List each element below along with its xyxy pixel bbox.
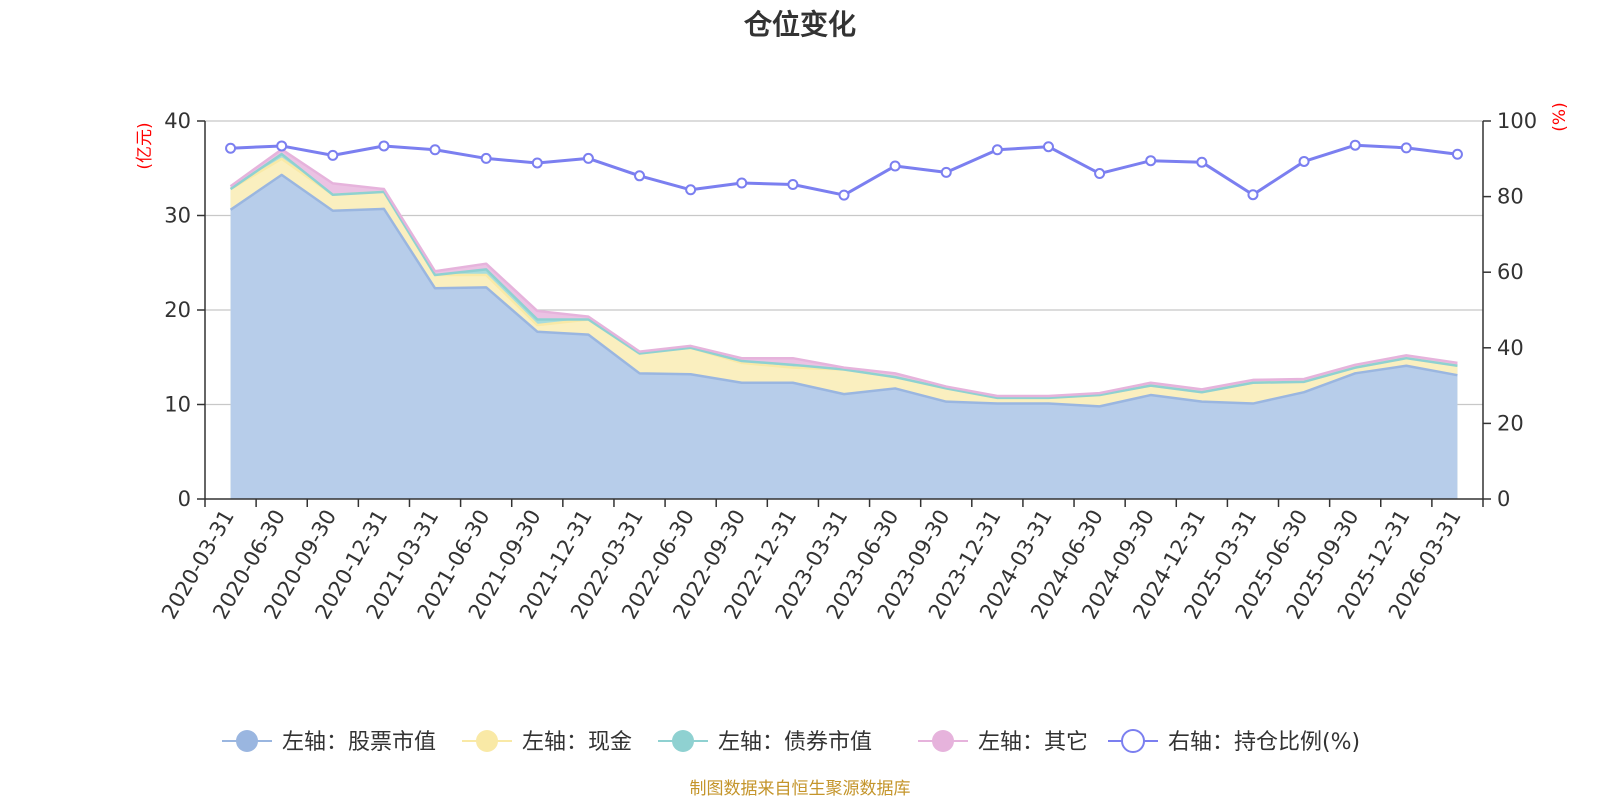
area-line: [229, 152, 1458, 400]
right-tick-label: 100: [1497, 109, 1537, 133]
right-tick-label: 0: [1497, 487, 1510, 511]
area-line: [229, 173, 1458, 408]
ratio-line: [225, 139, 1463, 201]
ratio-point: [582, 152, 594, 164]
ratio-point: [991, 144, 1003, 156]
left-tick-label: 20: [164, 298, 191, 322]
left-tick-label: 40: [164, 109, 191, 133]
ratio-point: [940, 166, 952, 178]
right-axis-unit: (%): [1550, 102, 1570, 131]
legend-marker: [1121, 729, 1145, 753]
ratio-point: [1042, 141, 1054, 153]
ratio-point: [480, 152, 492, 164]
ratio-point: [1400, 142, 1412, 154]
ratio-point: [787, 179, 799, 191]
ratio-point: [1247, 189, 1259, 201]
area-fill: [230, 174, 1458, 500]
ratio-point: [838, 189, 850, 201]
ratio-point: [429, 144, 441, 156]
chart-title: 仓位变化: [744, 8, 856, 41]
legend-marker: [672, 730, 694, 752]
ratio-point: [736, 177, 748, 189]
legend-marker: [476, 730, 498, 752]
legend-marker: [236, 730, 258, 752]
legend: 左轴：股票市值 左轴：现金 左轴：债券市值 左轴：其它 右轴：持仓比例(%): [222, 729, 1360, 755]
right-tick-label: 80: [1497, 185, 1524, 209]
ratio-point: [1298, 155, 1310, 167]
ratio-point: [225, 142, 237, 154]
right-tick-label: 20: [1497, 411, 1524, 435]
legend-label: 左轴：股票市值: [282, 730, 436, 755]
ratio-point: [327, 149, 339, 161]
source-note: 制图数据来自恒生聚源数据库: [690, 779, 911, 799]
ratio-point: [531, 157, 543, 169]
legend-label: 左轴：其它: [978, 730, 1088, 755]
ratio-point: [634, 170, 646, 182]
left-axis-unit: (亿元): [135, 122, 155, 169]
left-tick-label: 30: [164, 204, 191, 228]
legend-label: 左轴：债券市值: [718, 730, 872, 755]
ratio-point: [1145, 155, 1157, 167]
right-tick-label: 40: [1497, 336, 1524, 360]
left-tick-label: 10: [164, 393, 191, 417]
legend-label: 左轴：现金: [522, 730, 632, 755]
ratio-point: [1349, 139, 1361, 151]
legend-marker: [932, 730, 954, 752]
area-line: [229, 148, 1458, 398]
legend-label: 右轴：持仓比例(%): [1168, 730, 1360, 755]
ratio-point: [685, 184, 697, 196]
ratio-point: [1451, 148, 1463, 160]
ratio-point: [1196, 156, 1208, 168]
left-tick-label: 0: [178, 487, 191, 511]
ratio-point: [378, 140, 390, 152]
stacked-areas: [229, 148, 1458, 500]
ratio-point: [276, 140, 288, 152]
right-tick-label: 60: [1497, 260, 1524, 284]
ratio-point: [1094, 168, 1106, 180]
ratio-line-path: [230, 143, 1458, 197]
ratio-point: [889, 160, 901, 172]
